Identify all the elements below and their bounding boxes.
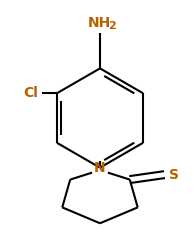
Text: N: N: [94, 161, 106, 175]
Text: NH: NH: [87, 16, 111, 30]
Text: Cl: Cl: [23, 86, 38, 100]
Text: 2: 2: [108, 21, 116, 31]
Text: S: S: [169, 168, 179, 182]
